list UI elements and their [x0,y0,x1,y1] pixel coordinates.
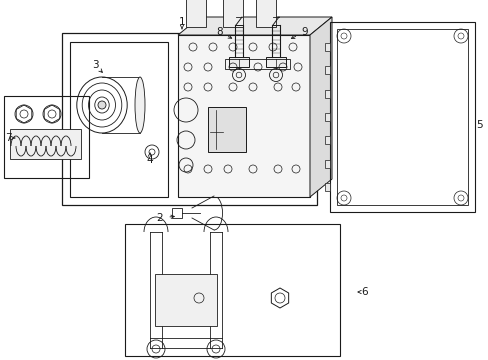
Bar [325,113,329,121]
Bar [224,59,289,69]
Bar [172,208,182,218]
Bar [265,57,285,67]
Text: 4: 4 [146,155,153,165]
Text: 8: 8 [216,27,223,37]
Ellipse shape [135,77,145,133]
Text: 5: 5 [476,120,482,130]
Bar [207,107,245,152]
Bar [62,33,316,205]
Text: 3: 3 [92,60,98,70]
Text: 9: 9 [301,27,307,37]
Bar [70,42,168,197]
Bar [178,35,309,197]
Circle shape [98,101,106,109]
Bar [185,0,205,27]
Bar [256,0,275,27]
Text: 1: 1 [178,17,185,27]
Bar [325,90,329,98]
Bar [4,96,89,178]
Bar [325,136,329,144]
Bar [228,57,248,67]
Polygon shape [309,17,331,197]
Bar [325,43,329,51]
Bar [329,22,474,212]
Text: 6: 6 [361,287,367,297]
Text: 7: 7 [5,133,11,143]
Bar [325,66,329,74]
Bar [336,29,467,205]
Polygon shape [178,17,331,35]
Bar [325,183,329,191]
Bar [325,160,329,168]
Bar [155,274,217,326]
Bar [125,224,339,356]
Text: 2: 2 [156,213,163,223]
Bar [10,129,81,159]
Bar [223,0,243,27]
